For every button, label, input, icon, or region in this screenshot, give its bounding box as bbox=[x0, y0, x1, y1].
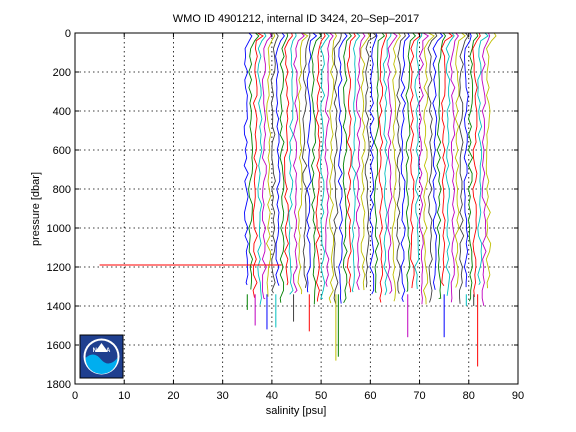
profile-line bbox=[275, 32, 285, 286]
y-ticks: 0 200 400 600 800 1000 1200 1400 1600 1800 bbox=[47, 28, 518, 391]
profile-line bbox=[382, 32, 392, 296]
profile-line bbox=[463, 32, 472, 288]
profile-line bbox=[441, 32, 454, 287]
profile-line bbox=[243, 32, 253, 286]
profile-line bbox=[436, 32, 447, 299]
profile-line bbox=[337, 32, 348, 304]
y-axis-label: pressure [dbar] bbox=[30, 172, 42, 246]
profile-line bbox=[369, 32, 378, 295]
x-tick-label: 50 bbox=[315, 390, 327, 402]
profile-line bbox=[279, 32, 289, 303]
x-axis-label: salinity [psu] bbox=[266, 405, 327, 417]
profiles bbox=[243, 32, 497, 306]
profile-line bbox=[405, 32, 417, 292]
x-tick-label: 40 bbox=[266, 390, 278, 402]
profile-line bbox=[324, 32, 334, 287]
profile-line bbox=[481, 32, 491, 306]
profile-line bbox=[311, 32, 322, 305]
profile-line bbox=[472, 32, 481, 297]
profile-line bbox=[257, 32, 267, 305]
profile-line bbox=[261, 32, 272, 300]
profile-line bbox=[342, 32, 352, 304]
deep-spikes bbox=[246, 294, 479, 367]
profile-line bbox=[293, 32, 305, 294]
y-tick-label: 1200 bbox=[47, 262, 71, 274]
x-tick-label: 10 bbox=[118, 390, 130, 402]
profile-line bbox=[432, 32, 444, 290]
profile-line bbox=[485, 32, 497, 289]
profile-line bbox=[252, 32, 264, 298]
profile-line bbox=[391, 32, 401, 302]
profile-line bbox=[414, 32, 423, 289]
x-tick-label: 60 bbox=[364, 390, 376, 402]
profile-line bbox=[427, 32, 438, 303]
profile-line bbox=[364, 32, 377, 288]
chart-title: WMO ID 4901212, internal ID 3424, 20–Sep… bbox=[173, 13, 419, 25]
profile-line bbox=[423, 32, 435, 305]
profile-line bbox=[319, 32, 330, 299]
x-tick-label: 80 bbox=[463, 390, 475, 402]
profile-line bbox=[454, 32, 466, 288]
profile-line bbox=[445, 32, 455, 296]
noaa-logo-icon: NOAA bbox=[79, 334, 124, 379]
profile-line bbox=[418, 32, 430, 305]
profile-line bbox=[449, 32, 459, 303]
profile-line bbox=[306, 32, 318, 293]
profile-line bbox=[301, 32, 311, 288]
profile-line bbox=[346, 32, 356, 293]
profile-line bbox=[266, 32, 276, 297]
profile-line bbox=[409, 32, 421, 289]
profile-line bbox=[467, 32, 479, 302]
plot-frame bbox=[74, 32, 519, 385]
x-tick-label: 20 bbox=[167, 390, 179, 402]
y-tick-label: 800 bbox=[53, 184, 71, 196]
x-tick-label: 30 bbox=[217, 390, 229, 402]
y-tick-label: 200 bbox=[53, 67, 71, 79]
profile-line bbox=[297, 32, 309, 295]
profile-line bbox=[351, 32, 361, 293]
profile-line bbox=[458, 32, 469, 304]
profile-line bbox=[248, 32, 260, 290]
y-tick-label: 0 bbox=[65, 28, 71, 40]
x-tick-label: 90 bbox=[512, 390, 524, 402]
y-tick-label: 1000 bbox=[47, 223, 71, 235]
logo-text: NOAA bbox=[93, 348, 111, 354]
profile-line bbox=[373, 32, 386, 293]
profile-line bbox=[396, 32, 406, 294]
profile-line bbox=[355, 32, 366, 291]
y-tick-label: 1600 bbox=[47, 340, 71, 352]
profile-line bbox=[378, 32, 387, 303]
x-tick-label: 0 bbox=[72, 390, 78, 402]
profile-line bbox=[400, 32, 410, 302]
x-tick-label: 70 bbox=[413, 390, 425, 402]
profile-line bbox=[270, 32, 279, 294]
profile-line bbox=[284, 32, 293, 286]
y-tick-label: 600 bbox=[53, 145, 71, 157]
profile-line bbox=[477, 32, 489, 286]
profile-line bbox=[387, 32, 398, 294]
x-ticks: 0 10 20 30 40 50 60 70 80 90 bbox=[72, 33, 524, 402]
profile-line bbox=[315, 32, 326, 302]
profile-line bbox=[360, 32, 371, 291]
profile-line bbox=[288, 32, 297, 295]
y-tick-label: 1400 bbox=[47, 301, 71, 313]
y-tick-label: 1800 bbox=[47, 379, 71, 391]
y-tick-label: 400 bbox=[53, 106, 71, 118]
profile-line bbox=[328, 32, 338, 304]
profile-line bbox=[333, 32, 342, 304]
